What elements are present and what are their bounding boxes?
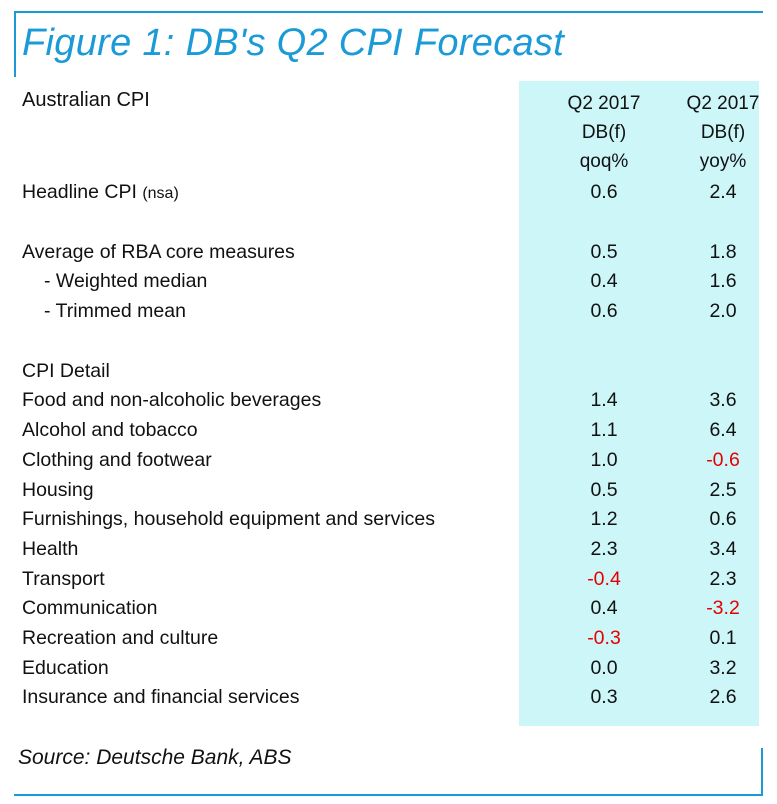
table-header: Australian CPI Q2 2017 DB(f) qoq% Q2 201… — [22, 83, 759, 178]
value-yoy: 1.6 — [709, 270, 737, 293]
section-label: Australian CPI — [22, 89, 150, 111]
value-qoq: 0.5 — [590, 478, 618, 501]
row-label: Communication — [22, 597, 158, 620]
value-qoq: 0.6 — [590, 300, 618, 323]
value-qoq: 1.4 — [590, 389, 618, 412]
row-label: Clothing and footwear — [22, 448, 212, 471]
cpi-detail-rows: Food and non-alcoholic beverages 1.4 3.6 Al… — [22, 386, 759, 713]
value-yoy: 2.6 — [709, 686, 737, 709]
row-label: Transport — [22, 567, 105, 590]
value-qoq: 2.3 — [590, 537, 618, 560]
value-qoq: -0.4 — [587, 567, 621, 590]
value-qoq: 0.3 — [590, 686, 618, 709]
row-label: Health — [22, 537, 79, 560]
table-row: Communication 0.4 -3.2 — [22, 594, 759, 624]
value-qoq: 1.2 — [590, 508, 618, 531]
table-row: Education 0.0 3.2 — [22, 654, 759, 684]
row-label: Education — [22, 656, 109, 679]
row-label: Furnishings, household equipment and ser… — [22, 508, 435, 531]
row-label: Alcohol and tobacco — [22, 419, 198, 442]
row-label: - Trimmed mean — [44, 300, 186, 323]
row-core-average: Average of RBA core measures 0.5 1.8 — [22, 238, 759, 268]
forecast-column-highlight — [519, 81, 759, 726]
value-qoq: 0.6 — [590, 181, 618, 203]
value-yoy: 3.4 — [709, 537, 737, 560]
table-row: Housing 0.5 2.5 — [22, 476, 759, 506]
value-yoy: 3.6 — [709, 389, 737, 412]
row-trimmed-mean: - Trimmed mean 0.6 2.0 — [22, 297, 759, 327]
figure-title: Figure 1: DB's Q2 CPI Forecast — [22, 22, 565, 64]
cpi-table: Australian CPI Q2 2017 DB(f) qoq% Q2 201… — [22, 83, 759, 713]
value-qoq: 1.1 — [590, 419, 618, 442]
value-qoq: 0.4 — [590, 597, 618, 620]
column-header-yoy: Q2 2017 DB(f) yoy% — [686, 93, 760, 172]
value-yoy: 1.8 — [709, 240, 737, 263]
value-yoy: 2.4 — [709, 181, 737, 203]
value-yoy: 2.0 — [709, 300, 737, 323]
value-qoq: 0.5 — [590, 240, 618, 263]
frame-top-rule — [14, 11, 763, 13]
table-row: Food and non-alcoholic beverages 1.4 3.6 — [22, 386, 759, 416]
value-yoy: 3.2 — [709, 656, 737, 679]
row-weighted-median: - Weighted median 0.4 1.6 — [22, 267, 759, 297]
row-label: Food and non-alcoholic beverages — [22, 389, 322, 412]
row-label: - Weighted median — [44, 270, 208, 293]
row-label: Housing — [22, 478, 94, 501]
value-qoq: 1.0 — [590, 448, 618, 471]
row-cpi-detail-heading: CPI Detail — [22, 357, 759, 387]
value-qoq: 0.0 — [590, 656, 618, 679]
row-label: Recreation and culture — [22, 626, 219, 649]
row-headline-cpi: Headline CPI (nsa) 0.6 2.4 — [22, 178, 759, 208]
value-qoq: -0.3 — [587, 626, 621, 649]
table-row: Furnishings, household equipment and ser… — [22, 505, 759, 535]
frame-left-rule — [14, 11, 16, 77]
value-yoy: -0.6 — [706, 448, 740, 471]
table-row: Health 2.3 3.4 — [22, 535, 759, 565]
value-yoy: 0.6 — [709, 508, 737, 531]
table-row: Alcohol and tobacco 1.1 6.4 — [22, 416, 759, 446]
value-yoy: 0.1 — [709, 626, 737, 649]
row-label: Headline CPI (nsa) — [22, 181, 179, 203]
value-yoy: 2.5 — [709, 478, 737, 501]
value-yoy: 6.4 — [709, 419, 737, 442]
frame-right-rule — [761, 748, 763, 796]
table-row: Insurance and financial services 0.3 2.6 — [22, 683, 759, 713]
column-header-qoq: Q2 2017 DB(f) qoq% — [567, 93, 641, 172]
row-note: (nsa) — [142, 185, 179, 202]
table-row: Transport -0.4 2.3 — [22, 565, 759, 595]
value-yoy: -3.2 — [706, 597, 740, 620]
frame-bottom-rule — [14, 794, 763, 796]
row-label: CPI Detail — [22, 359, 110, 382]
row-label: Insurance and financial services — [22, 686, 300, 709]
value-qoq: 0.4 — [590, 270, 618, 293]
source-note: Source: Deutsche Bank, ABS — [18, 746, 292, 769]
table-row: Clothing and footwear 1.0 -0.6 — [22, 446, 759, 476]
row-label: Average of RBA core measures — [22, 240, 295, 263]
value-yoy: 2.3 — [709, 567, 737, 590]
table-row: Recreation and culture -0.3 0.1 — [22, 624, 759, 654]
